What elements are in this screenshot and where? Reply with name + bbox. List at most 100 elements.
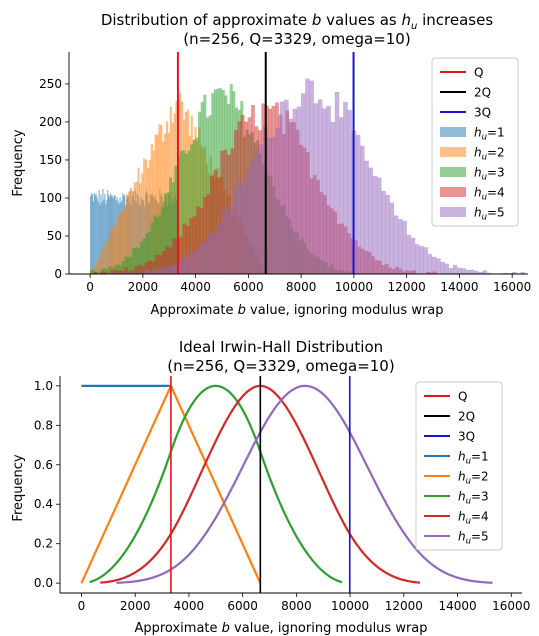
chart1-bar bbox=[258, 144, 264, 275]
chart1-bar bbox=[254, 150, 260, 275]
chart1-bar bbox=[279, 101, 285, 275]
chart1-legend: Q 2Q 3Q hu=1 hu=2 hu=3 hu=4 hu=5 bbox=[431, 57, 519, 227]
chart1-bar bbox=[300, 93, 306, 275]
chart-irwin-hall: Ideal Irwin-Hall Distribution (n=256, Q=… bbox=[11, 338, 530, 636]
chart1-legend-label: Q bbox=[474, 66, 483, 80]
chart1-bar bbox=[444, 263, 450, 275]
chart1-bar bbox=[385, 194, 390, 275]
chart1-bar bbox=[170, 265, 175, 275]
chart1-bar bbox=[317, 99, 323, 275]
chart1-x-tick-label: 12000 bbox=[388, 280, 426, 294]
chart1-legend-swatch bbox=[440, 187, 466, 197]
chart1-bar bbox=[212, 234, 217, 275]
chart1-bar bbox=[469, 269, 475, 275]
chart1-bar bbox=[457, 267, 462, 275]
chart2-y-tick-label: 0.0 bbox=[34, 576, 53, 590]
chart1-bar bbox=[313, 103, 319, 275]
chart2-x-tick-label: 12000 bbox=[385, 599, 423, 613]
chart1-legend-label: hu=3 bbox=[474, 166, 505, 183]
chart2-curve-hu3 bbox=[89, 384, 343, 584]
chart1-x-tick-label: 0 bbox=[86, 280, 94, 294]
chart2-legend-label: hu=2 bbox=[458, 470, 489, 487]
chart1-bar bbox=[89, 269, 93, 275]
chart1-bar bbox=[144, 269, 150, 275]
chart1-bar bbox=[465, 269, 471, 275]
chart1-bar bbox=[191, 251, 196, 275]
chart1-title-line2: (n=256, Q=3329, omega=10) bbox=[183, 30, 410, 48]
chart2-y-tick-label: 1.0 bbox=[34, 379, 53, 393]
chart-histogram: Distribution of approximate b values as … bbox=[11, 11, 531, 318]
chart1-x-tick-label: 16000 bbox=[493, 280, 531, 294]
chart1-bar bbox=[216, 224, 222, 275]
chart1-bar bbox=[419, 246, 424, 275]
chart1-y-tick-label: 250 bbox=[39, 77, 62, 91]
chart2-y-tick-label: 0.4 bbox=[34, 497, 53, 511]
chart1-y-tick-label: 50 bbox=[47, 229, 62, 243]
chart2-y-tick-label: 0.2 bbox=[34, 537, 53, 551]
chart1-legend-frame bbox=[431, 57, 519, 227]
chart1-bar bbox=[165, 266, 171, 275]
chart2-x-tick-label: 8000 bbox=[281, 599, 312, 613]
chart2-legend-label: Q bbox=[458, 390, 467, 404]
chart1-bar bbox=[137, 265, 142, 275]
chart1-bar bbox=[157, 268, 163, 275]
chart1-bar bbox=[330, 122, 336, 275]
chart2-x-axis-label: Approximate b value, ignoring modulus wr… bbox=[134, 621, 427, 636]
chart1-legend-swatch bbox=[440, 127, 466, 137]
chart2-title-line1: Ideal Irwin-Hall Distribution bbox=[179, 338, 383, 356]
chart1-bar bbox=[203, 240, 209, 275]
chart1-bar bbox=[271, 136, 276, 275]
chart2-x-tick-label: 2000 bbox=[120, 599, 151, 613]
chart1-bar bbox=[381, 190, 386, 275]
chart1-y-tick-label: 0 bbox=[54, 267, 62, 281]
chart1-bar bbox=[161, 266, 167, 275]
chart1-bar bbox=[153, 268, 158, 275]
chart1-legend-label: hu=5 bbox=[474, 206, 505, 223]
chart1-legend-label: hu=4 bbox=[474, 186, 505, 203]
chart1-bar bbox=[452, 265, 458, 275]
chart2-curve-hu5 bbox=[116, 384, 493, 584]
chart1-bar bbox=[482, 270, 487, 275]
chart2-title-line2: (n=256, Q=3329, omega=10) bbox=[167, 357, 394, 375]
chart1-bar bbox=[364, 160, 369, 275]
chart1-x-tick-label: 8000 bbox=[286, 280, 317, 294]
chart1-bar bbox=[326, 105, 331, 275]
chart2-x-tick-label: 10000 bbox=[331, 599, 369, 613]
chart1-bar bbox=[241, 184, 247, 275]
chart1-x-tick-label: 6000 bbox=[233, 280, 264, 294]
chart1-bar bbox=[296, 106, 302, 275]
chart1-legend-swatch bbox=[440, 147, 466, 157]
chart1-bar bbox=[275, 127, 281, 275]
chart1-bar bbox=[246, 171, 251, 275]
chart2-x-tick-label: 0 bbox=[78, 599, 86, 613]
chart1-legend-swatch bbox=[440, 207, 466, 217]
chart1-bar bbox=[284, 99, 289, 275]
chart1-bar bbox=[305, 78, 310, 275]
chart1-x-tick-label: 14000 bbox=[440, 280, 478, 294]
chart1-bar bbox=[250, 160, 255, 275]
chart1-bar bbox=[187, 253, 192, 275]
chart1-bar bbox=[334, 91, 340, 275]
chart1-bar bbox=[368, 167, 374, 275]
chart1-bar bbox=[448, 268, 454, 275]
chart1-bar bbox=[436, 258, 441, 275]
chart1-bar bbox=[288, 118, 293, 275]
chart1-x-tick-label: 2000 bbox=[128, 280, 159, 294]
chart2-legend-label: hu=3 bbox=[458, 490, 489, 507]
chart1-legend-label: 3Q bbox=[474, 106, 491, 120]
chart2-legend-frame bbox=[415, 381, 503, 551]
chart2-plot-area: 0 2000 4000 6000 8000 10000 12000 14000 16000 0.0… bbox=[34, 376, 530, 613]
chart1-bar bbox=[440, 261, 445, 275]
chart1-legend-label: 2Q bbox=[474, 86, 491, 100]
chart1-legend-label: hu=1 bbox=[474, 126, 505, 143]
chart1-bar bbox=[225, 205, 230, 275]
chart1-x-tick-label: 10000 bbox=[335, 280, 373, 294]
chart1-bar bbox=[347, 110, 352, 275]
chart1-bar bbox=[178, 257, 184, 275]
chart1-y-tick-label: 200 bbox=[39, 115, 62, 129]
chart1-bar bbox=[355, 134, 361, 275]
chart1-bar bbox=[233, 188, 238, 275]
chart1-bar bbox=[406, 234, 412, 275]
chart1-bar bbox=[343, 101, 348, 275]
